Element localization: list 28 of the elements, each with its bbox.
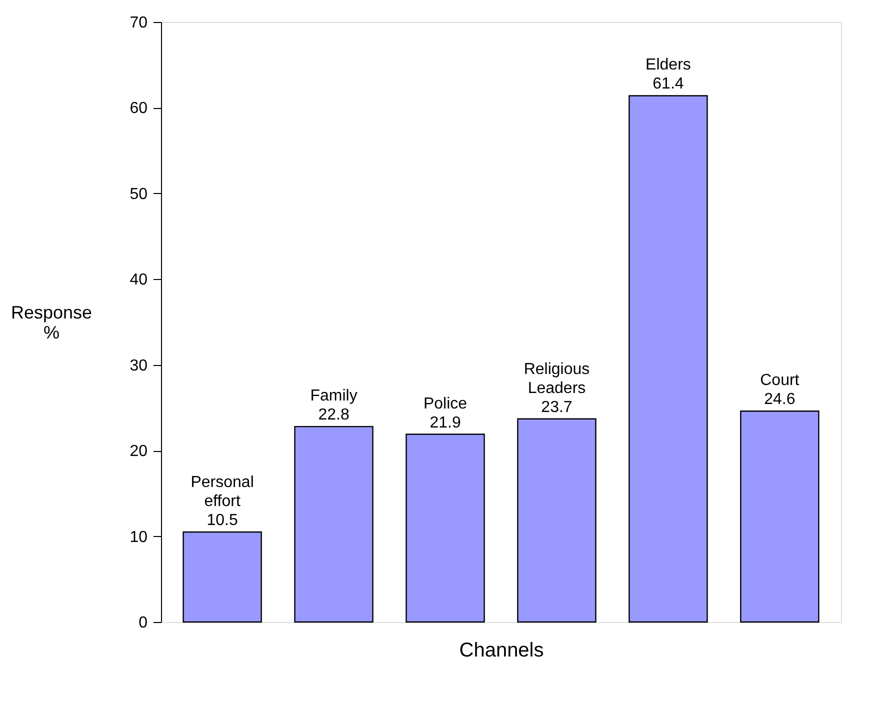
y-tick-label: 50	[130, 186, 148, 203]
x-axis-title: Channels	[459, 640, 544, 662]
y-axis-title: Response %	[10, 302, 92, 342]
y-tick-label: 10	[130, 528, 148, 546]
x-tick-label: Elders	[646, 56, 691, 74]
data-label: 10.5	[206, 512, 238, 529]
category-label: Religious Leaders	[524, 360, 590, 397]
y-tick-label: 60	[130, 100, 148, 118]
y-tick-label: 70	[130, 14, 148, 32]
bar	[628, 95, 708, 623]
bar	[294, 426, 374, 623]
data-label: 61.4	[652, 76, 684, 93]
y-tick-label: 40	[130, 272, 148, 289]
x-tick-label: Court	[760, 372, 800, 390]
bar	[182, 531, 262, 623]
data-label: 24.6	[764, 391, 796, 408]
x-tick-label: Family	[310, 388, 358, 405]
y-tick-label: 30	[130, 357, 148, 374]
category-label: Personal effort	[190, 474, 254, 510]
data-label: 21.9	[430, 414, 461, 432]
bar	[740, 410, 820, 623]
y-tick-label: 20	[130, 443, 148, 460]
bar	[517, 418, 596, 623]
y-tick-label: 0	[138, 614, 148, 632]
x-tick-label: Police	[423, 395, 468, 412]
bar	[406, 434, 485, 623]
data-label: 22.8	[318, 406, 350, 424]
data-label: 23.7	[541, 398, 572, 416]
